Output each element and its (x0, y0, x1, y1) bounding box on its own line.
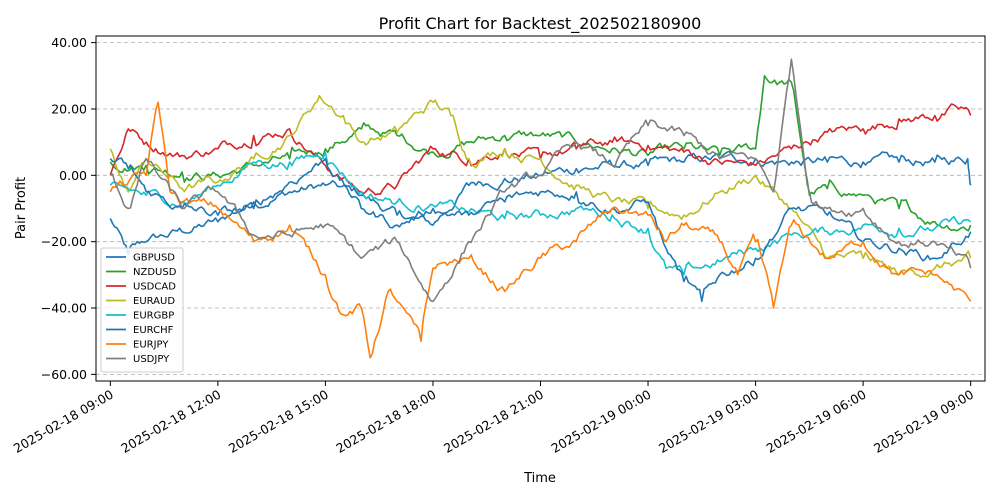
series-line-usdcad (109, 103, 972, 196)
legend-label: EURAUD (133, 296, 175, 307)
legend: GBPUSD NZDUSD USDCAD EURAUD EURGBP EURCHF EURJ… (100, 247, 184, 373)
grid-lines (96, 42, 985, 375)
series-line-eurchf (109, 157, 972, 303)
series-line-eurjpy (109, 101, 972, 359)
y-axis-label: Pair Profit (14, 177, 29, 239)
legend-label: USDJPY (133, 354, 170, 365)
series-line-nzdusd (109, 75, 972, 232)
legend-label: NZDUSD (133, 267, 177, 278)
chart-title: Profit Chart for Backtest_202502180900 (379, 14, 702, 34)
series-lines (109, 58, 972, 359)
legend-label: GBPUSD (133, 253, 175, 264)
y-tick-label: −20.00 (41, 234, 87, 249)
y-tick-label: 20.00 (51, 101, 87, 116)
y-axis-ticks: 40.00 20.00 0.00 −20.00 −40.00 −60.00 (41, 35, 96, 382)
legend-label: EURCHF (133, 325, 174, 336)
legend-label: EURJPY (133, 340, 169, 351)
y-tick-label: −40.00 (41, 301, 87, 316)
x-axis-label: Time (523, 471, 556, 486)
series-line-eurgbp (109, 151, 972, 276)
legend-box (100, 247, 184, 373)
legend-label: USDCAD (133, 282, 176, 293)
y-tick-label: 40.00 (51, 35, 87, 50)
y-tick-label: −60.00 (41, 367, 87, 382)
legend-label: EURGBP (133, 311, 174, 322)
series-line-usdjpy (109, 58, 972, 303)
y-tick-label: 0.00 (59, 168, 87, 183)
